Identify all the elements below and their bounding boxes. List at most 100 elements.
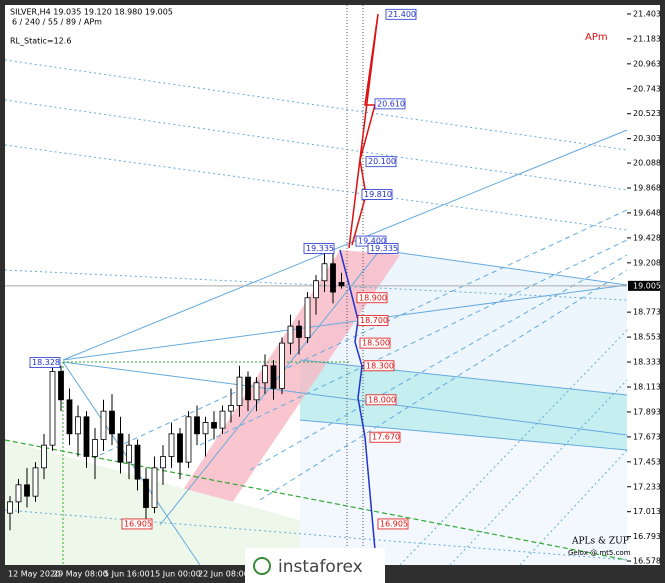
y-tick-label: 19.208 [633, 258, 661, 267]
level-box [365, 156, 397, 168]
level-box [365, 394, 397, 406]
level: 18.500 [359, 337, 391, 349]
candle-body [177, 433, 183, 463]
candle-body [143, 478, 149, 508]
level: 19.810 [361, 189, 393, 200]
y-tick-label: 17.453 [633, 457, 661, 466]
level-box [363, 360, 395, 372]
green-line [4, 439, 628, 561]
level-label: 18.900 [359, 293, 387, 302]
candle-body [7, 501, 13, 514]
candle-body [92, 439, 98, 457]
level-box [385, 8, 417, 20]
candle-body [24, 484, 30, 497]
y-tick-label: 17.673 [633, 432, 661, 441]
y-tick-label: 21.403 [633, 9, 661, 18]
level-box [377, 518, 409, 530]
candle-body [185, 416, 192, 463]
level-box [374, 98, 406, 110]
level: 18.328 [29, 357, 61, 369]
level: 18.900 [356, 292, 388, 304]
y-tick-label: 18.773 [633, 308, 661, 317]
y-tick-label: 18.333 [633, 358, 661, 367]
level: 16.905 [121, 518, 153, 530]
candle-body [49, 371, 56, 446]
level-label: 21.400 [388, 10, 416, 19]
candle-body [100, 410, 107, 440]
y-tick-label: 17.893 [633, 407, 661, 416]
candle-body [330, 263, 336, 293]
candle-body [270, 365, 277, 389]
level: 18.700 [357, 315, 389, 326]
candle-body [304, 297, 311, 338]
candle-body [66, 399, 73, 435]
level-label: 18.328 [32, 358, 60, 367]
level-label: 16.905 [124, 519, 152, 528]
candle-body [287, 325, 294, 344]
pink-channel [160, 250, 400, 528]
title: SILVER,H4 19.035 19.120 18.980 19.005 [10, 8, 173, 17]
candle-body [126, 444, 132, 463]
candle-body [32, 467, 39, 497]
candle-body [338, 282, 345, 287]
level: 16.905 [377, 518, 409, 530]
level-label: 20.610 [377, 99, 405, 108]
candle-body [160, 456, 166, 469]
x-tick-label: 29 May 08:00 [53, 570, 108, 579]
footer: Gelox @ mt5.com [568, 549, 631, 557]
x-tick-label: 22 Jun 08:00 [198, 570, 249, 579]
y-tick-label: 20.963 [633, 59, 661, 68]
level-box [367, 243, 399, 254]
brand: instaforex [278, 557, 363, 577]
candle-body [296, 325, 302, 338]
level-box [369, 431, 401, 443]
y-tick-label: 20.743 [633, 84, 661, 93]
candle-body [236, 376, 243, 406]
level-label: 20.100 [368, 157, 396, 166]
y-tick-label: 20.088 [633, 159, 661, 168]
y-tick-label: 16.793 [633, 532, 661, 541]
level-label: 18.700 [360, 316, 388, 325]
candle-body [168, 433, 175, 457]
candle-body [279, 342, 285, 389]
candle-body [321, 263, 328, 282]
candle-body [58, 371, 64, 401]
level: 20.100 [365, 156, 397, 168]
level: 18.000 [365, 394, 397, 406]
candle-body [262, 365, 268, 384]
subtitle: 6 / 240 / 55 / 89 / APm [12, 18, 102, 27]
logo-box [245, 548, 385, 583]
level-label: 17.670 [372, 433, 400, 442]
level-box [361, 189, 393, 200]
candle-body [202, 422, 209, 435]
level-label: 19.335 [306, 244, 334, 253]
candle-body [151, 467, 158, 508]
candle-body [117, 433, 124, 463]
level-box [356, 292, 388, 304]
candle-body [83, 416, 90, 457]
candle-body [75, 416, 81, 435]
level: 19.335 [303, 243, 335, 254]
level-box [121, 518, 153, 530]
candle-body [253, 382, 260, 401]
indicator: RL_Static=12.6 [10, 37, 71, 46]
candle-body [134, 444, 141, 480]
y-tick-label: 18.553 [633, 333, 661, 342]
level-label: 19.810 [364, 190, 392, 199]
logo-icon [253, 557, 271, 575]
y-tick-label: 19.648 [633, 208, 661, 217]
y-tick-label: 21.183 [633, 34, 661, 43]
x-tick-label: 15 Jun 00:00 [150, 570, 201, 579]
y-tick-label: 17.233 [633, 482, 661, 491]
candle-body [228, 405, 234, 412]
y-tick-label: 17.013 [633, 507, 661, 516]
level-box [29, 357, 61, 369]
level-label: 18.500 [362, 339, 390, 348]
candle-body [15, 484, 22, 503]
level-label: 18.300 [366, 361, 394, 370]
corner-label: APm [585, 32, 608, 43]
candle-body [41, 444, 47, 469]
candle-body [219, 410, 226, 429]
level-box [357, 315, 389, 326]
